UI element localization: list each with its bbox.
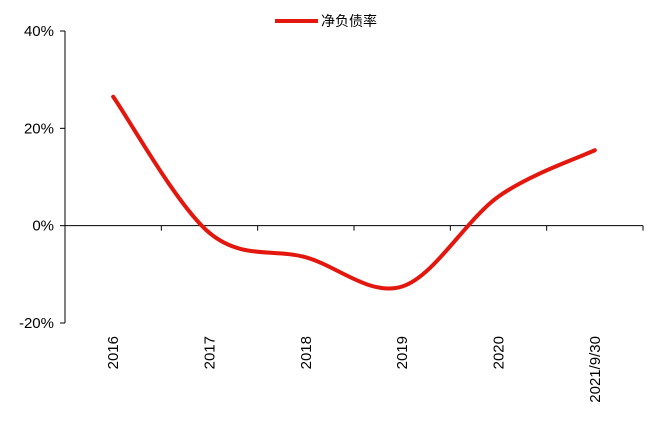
legend: 净负债率 [275, 13, 377, 30]
x-tick-label: 2016 [105, 336, 122, 369]
x-tick-label: 2019 [394, 336, 411, 369]
y-tick-label: 20% [24, 120, 54, 137]
y-tick-label: -20% [19, 315, 54, 332]
x-tick-label: 2017 [202, 336, 219, 369]
x-tick-label: 2018 [298, 336, 315, 369]
y-tick-label: 40% [24, 23, 54, 40]
legend-label: 净负债率 [321, 13, 377, 30]
series-line [111, 94, 597, 291]
x-axis-ticks: 2016 2017 2018 2019 2020 2021/9/30 [105, 225, 644, 403]
x-tick-label: 2020 [491, 336, 508, 369]
series-group [111, 94, 597, 291]
y-tick-label: 0% [32, 218, 54, 235]
x-tick-label: 2021/9/30 [587, 336, 604, 403]
y-axis-ticks: -20% 0% 20% 40% [19, 23, 65, 332]
